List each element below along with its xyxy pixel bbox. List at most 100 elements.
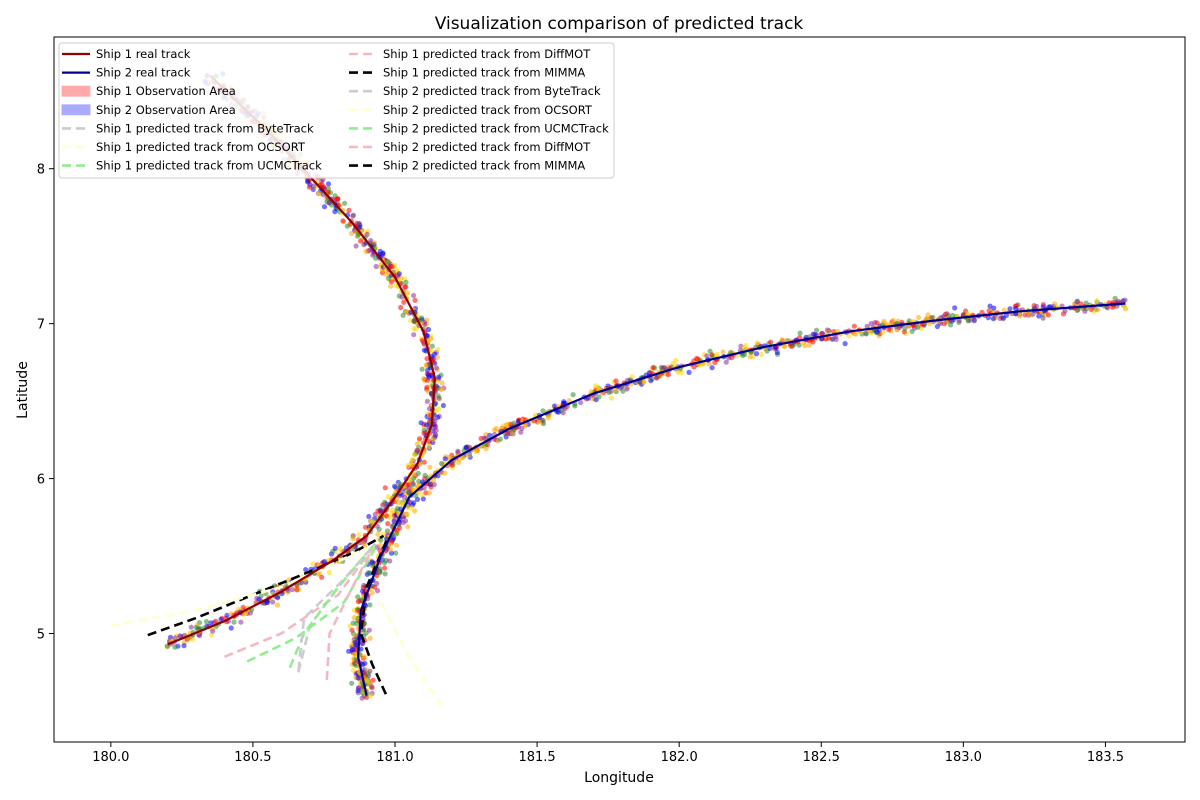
observation-point — [842, 341, 848, 347]
observation-point — [359, 695, 365, 701]
observation-point — [380, 250, 386, 256]
observation-point — [389, 264, 395, 270]
legend-label: Ship 2 predicted track from ByteTrack — [383, 84, 601, 98]
series-line — [110, 547, 368, 628]
observation-point — [409, 457, 415, 463]
observation-point — [810, 331, 816, 337]
observation-point — [417, 461, 423, 467]
observation-point — [316, 190, 322, 196]
observation-point — [375, 508, 381, 514]
observation-point — [436, 406, 442, 412]
observation-point — [1003, 312, 1010, 318]
legend-label: Ship 1 predicted track from UCMCTrack — [96, 159, 322, 173]
observation-point — [442, 456, 448, 462]
observation-point — [373, 263, 379, 270]
observation-point — [208, 632, 215, 638]
observation-point — [426, 338, 432, 344]
observation-point — [629, 374, 635, 380]
legend-label: Ship 2 Observation Area — [96, 103, 236, 117]
observation-point — [326, 569, 333, 576]
observation-point — [352, 632, 358, 639]
observation-point — [238, 619, 244, 625]
observation-point — [595, 386, 601, 392]
observation-point — [427, 481, 433, 487]
observation-point — [366, 513, 372, 520]
observation-point — [363, 249, 369, 255]
observation-point — [377, 566, 383, 572]
observation-point — [796, 342, 802, 348]
observation-point — [665, 372, 672, 378]
observation-point — [410, 480, 416, 486]
observation-point — [324, 199, 330, 205]
observation-point — [417, 436, 423, 442]
observation-point — [605, 383, 611, 389]
legend-box — [58, 42, 615, 179]
observation-point — [382, 571, 388, 577]
observation-point — [909, 328, 915, 334]
observation-point — [641, 379, 647, 385]
observation-point — [435, 346, 441, 353]
observation-point — [1121, 303, 1128, 309]
observation-point — [334, 196, 340, 202]
observation-point — [863, 331, 869, 337]
observation-point — [511, 420, 517, 426]
observation-point — [1036, 313, 1042, 319]
observation-point — [401, 299, 407, 305]
series-line — [147, 534, 385, 637]
x-tick-label: 182.0 — [661, 750, 698, 765]
observation-point — [540, 408, 546, 414]
observation-point — [385, 259, 391, 265]
y-tick-label: 8 — [37, 163, 45, 178]
observation-point — [613, 387, 619, 393]
observation-point — [362, 654, 368, 660]
observation-point — [768, 339, 774, 345]
observation-point — [433, 432, 439, 438]
observation-point — [356, 532, 362, 538]
observation-point — [433, 365, 439, 371]
observation-point — [704, 353, 710, 359]
observation-point — [948, 322, 954, 328]
observation-point — [620, 388, 626, 394]
observation-point — [662, 365, 668, 371]
observation-point — [350, 667, 356, 673]
observation-point — [364, 231, 370, 238]
observation-point — [971, 316, 977, 322]
observation-point — [406, 490, 412, 496]
series-line — [288, 542, 377, 669]
observation-point — [481, 435, 487, 441]
observation-point — [418, 420, 424, 426]
observation-point — [624, 386, 630, 392]
observation-point — [365, 670, 371, 677]
observation-point — [518, 429, 524, 435]
series-line — [246, 547, 377, 663]
observation-point — [355, 685, 362, 691]
observation-point — [781, 343, 787, 349]
observation-point — [915, 314, 922, 321]
observation-point — [1013, 306, 1019, 312]
observation-point — [405, 524, 411, 530]
observation-point — [1017, 313, 1023, 319]
observation-point — [439, 380, 445, 386]
observation-point — [941, 321, 947, 327]
observation-point — [403, 279, 409, 285]
observation-point — [442, 470, 448, 476]
x-tick-label: 180.0 — [92, 750, 129, 765]
observation-point — [504, 430, 510, 436]
observation-point — [385, 494, 391, 500]
series-line — [325, 543, 377, 681]
observation-point — [387, 543, 393, 549]
legend-label: Ship 1 predicted track from ByteTrack — [96, 121, 314, 135]
observation-point — [392, 483, 398, 489]
observation-point — [439, 460, 445, 467]
observation-point — [608, 395, 615, 401]
observation-point — [172, 635, 178, 641]
observation-point — [941, 313, 947, 320]
observation-point — [347, 623, 353, 629]
observation-point — [224, 612, 230, 618]
observation-point — [952, 305, 958, 311]
y-tick-label: 5 — [37, 628, 45, 643]
x-tick-label: 181.0 — [376, 750, 413, 765]
observation-point — [415, 470, 421, 476]
observation-point — [375, 531, 381, 537]
